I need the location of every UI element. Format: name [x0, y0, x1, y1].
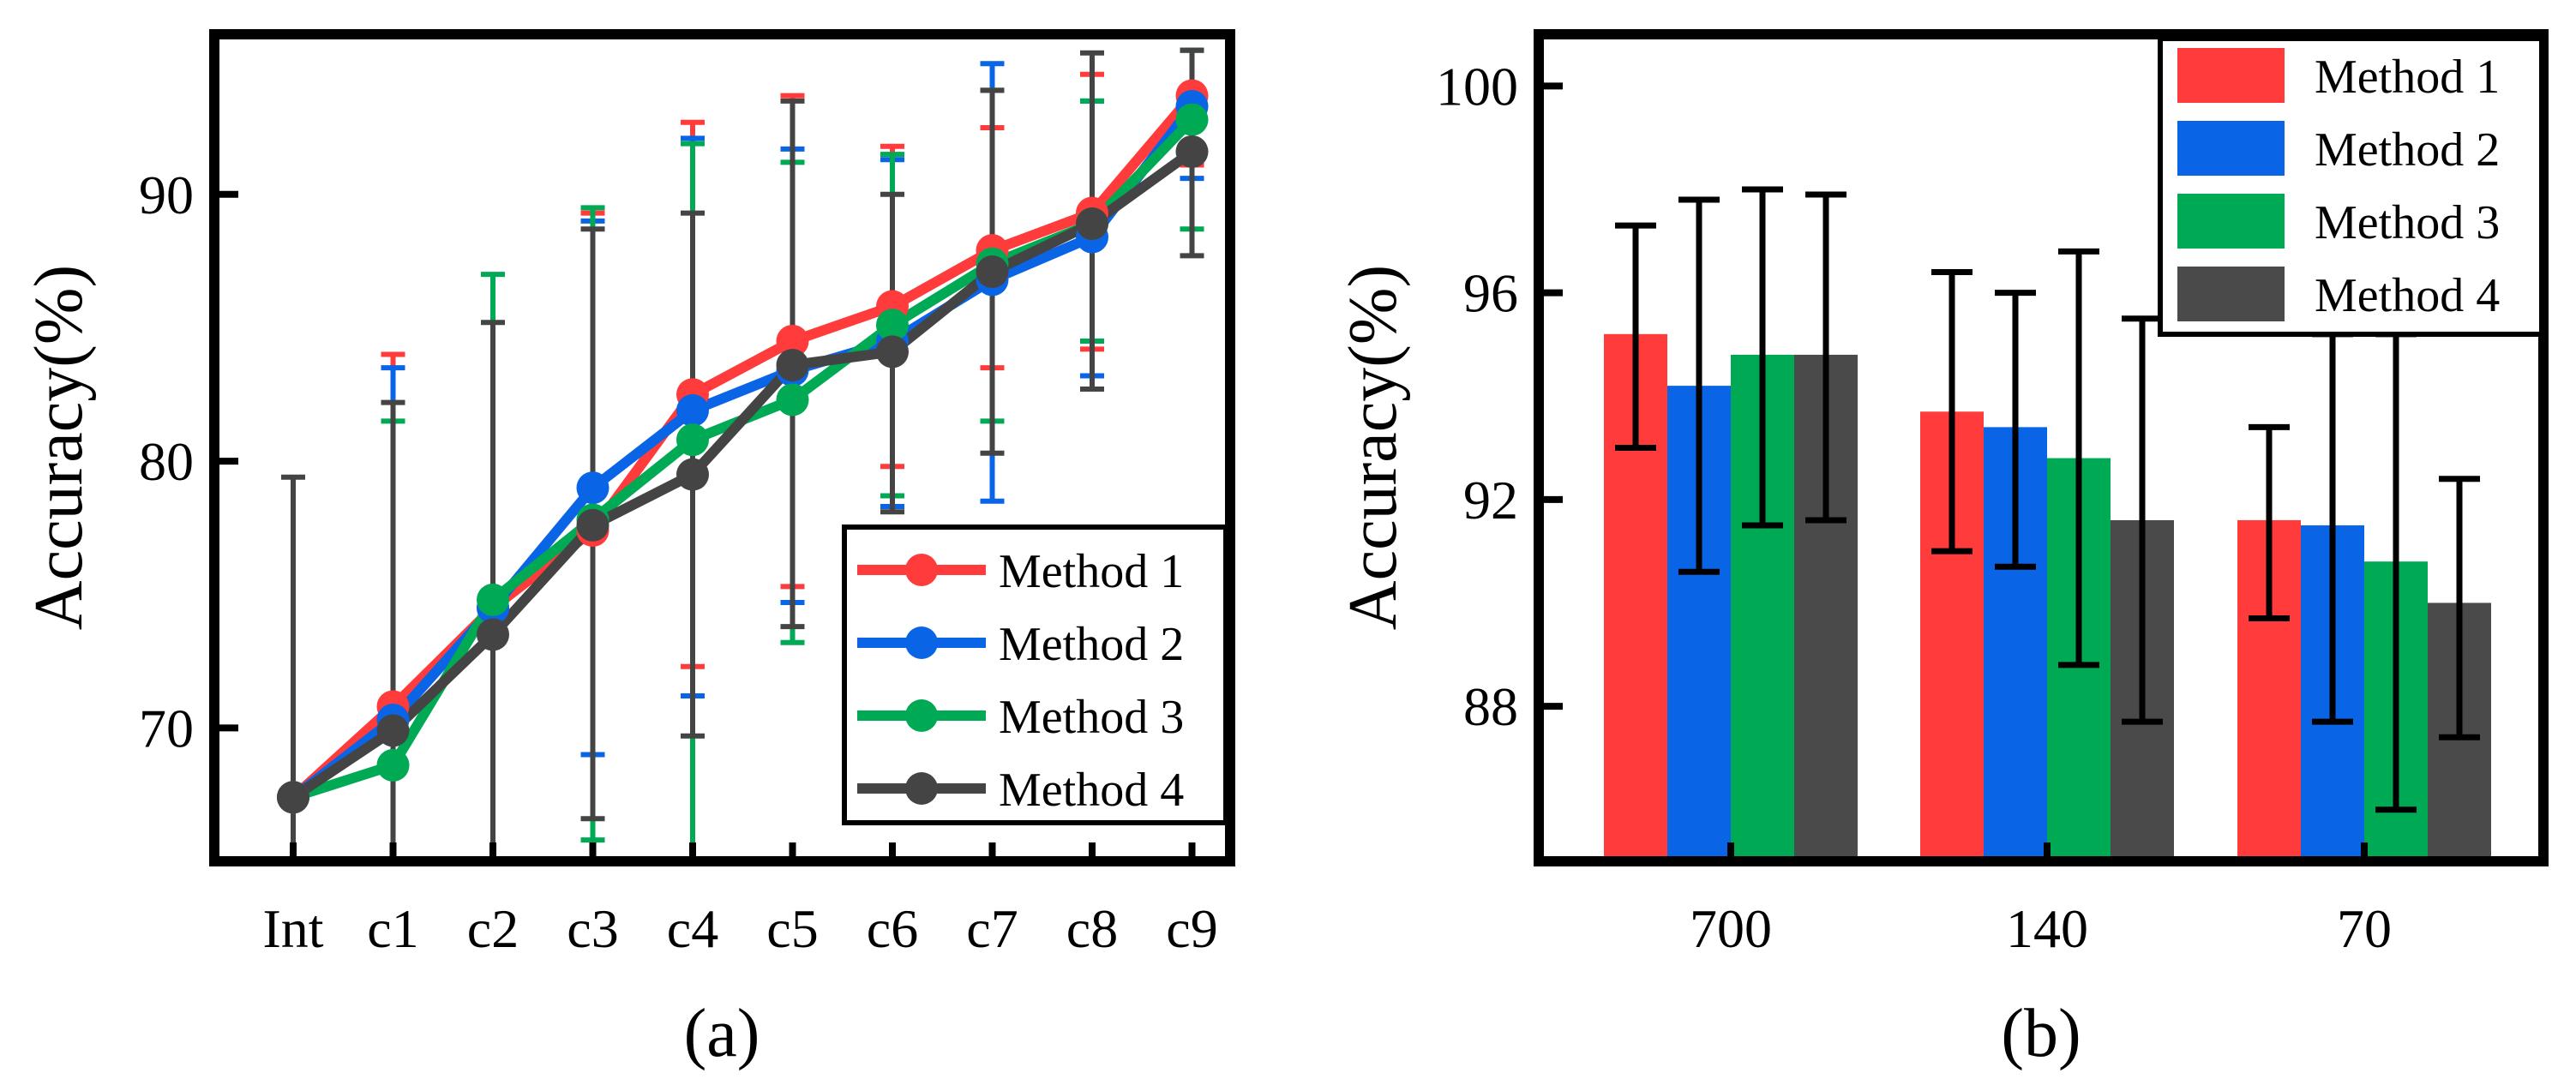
panel-b-y-ticks: 88 92 96 100 — [1436, 56, 1563, 737]
panel-a-data-point — [576, 508, 609, 542]
panel-a-legend-label: Method 4 — [999, 764, 1184, 817]
panel-a-data-point — [376, 748, 410, 782]
panel-b-legend-label: Method 2 — [2315, 123, 2500, 177]
panel-a-x-tick-label: c2 — [467, 898, 519, 959]
panel-a-x-tick-label: c6 — [867, 898, 918, 959]
panel-a-data-point — [776, 383, 809, 417]
panel-a-legend-marker — [905, 626, 938, 659]
panel-a-y-tick-label: 80 — [139, 431, 194, 492]
panel-a-data-point — [976, 255, 1009, 289]
panel-a-data-point — [876, 309, 909, 342]
panel-a-x-tick-label: c8 — [1066, 898, 1118, 959]
panel-a-series-line — [290, 147, 1196, 802]
panel-a-data-point — [676, 393, 709, 427]
panel-a-data-point — [876, 335, 909, 369]
panel-a-data-point — [277, 781, 309, 814]
panel-b-y-axis-title: Accuracy(%) — [1336, 265, 1411, 630]
panel-b-bar-chart: 88 92 96 100 700 140 70 Accuracy(%) (b) Metho… — [1336, 29, 2549, 1071]
panel-b-legend-swatch — [2177, 121, 2285, 176]
panel-b-label: (b) — [2001, 996, 2081, 1071]
panel-a-data-point — [1175, 135, 1209, 168]
panel-a-axes-frame — [209, 29, 1235, 866]
panel-a-x-ticks: Int c1 c2 c3 c4 c5 c6 c7 c8 c9 — [262, 842, 1218, 959]
panel-a-data-points — [277, 79, 1209, 814]
panel-a-legend-marker — [905, 772, 938, 805]
panel-a-data-point — [776, 349, 809, 381]
panel-b-x-tick-label: 140 — [2006, 898, 2088, 959]
panel-a-data-point — [477, 583, 509, 616]
panel-a-legend-label: Method 3 — [999, 691, 1184, 744]
panel-a-data-point — [676, 458, 709, 491]
panel-b-legend: Method 1 Method 2 Method 3 Method 4 — [2158, 36, 2544, 337]
panel-a-data-point — [1076, 207, 1108, 241]
panel-a-series-line — [290, 103, 1197, 802]
panel-b-y-tick-label: 92 — [1463, 470, 1518, 531]
panel-a-y-ticks: 70 80 90 — [139, 165, 238, 758]
panel-b-legend-label: Method 1 — [2315, 51, 2500, 104]
panel-b-y-tick-label: 100 — [1436, 56, 1518, 117]
panel-a-legend-marker — [905, 699, 938, 732]
panel-a-data-point — [676, 423, 709, 457]
panel-a-y-axis-title: Accuracy(%) — [21, 265, 97, 630]
panel-a-legend-marker — [905, 554, 938, 586]
panel-a-data-point — [776, 324, 809, 357]
panel-a-x-tick-label: c4 — [667, 898, 718, 959]
panel-a-legend-label: Method 1 — [999, 545, 1184, 598]
panel-b-legend-label: Method 4 — [2315, 269, 2500, 322]
panel-b-y-tick-label: 96 — [1463, 263, 1518, 324]
panel-a-data-point — [376, 714, 410, 747]
panel-a-y-tick-label: 90 — [139, 165, 194, 225]
panel-b-error-bars — [1615, 186, 2480, 813]
panel-b-legend-swatch — [2177, 267, 2285, 321]
panel-a-x-tick-label: c9 — [1166, 898, 1217, 959]
panel-a-x-tick-label: c3 — [567, 898, 618, 959]
panel-a-legend-label: Method 2 — [999, 618, 1184, 671]
panel-a-data-point — [1175, 103, 1209, 136]
panel-a-line-chart: 70 80 90 Int c1 c2 c3 c4 c5 c6 c7 c8 c9 Accuracy(%)… — [21, 29, 1235, 1071]
panel-a-x-tick-label: c5 — [766, 898, 818, 959]
panel-a-x-tick-label: c1 — [367, 898, 418, 959]
panel-b-x-ticks: 700 140 70 — [1690, 842, 2392, 959]
panel-b-bars — [1604, 333, 2491, 861]
panel-a-x-tick-label: c7 — [966, 898, 1018, 959]
panel-a-series-lines — [289, 92, 1197, 803]
panel-a-data-point — [576, 471, 609, 505]
panel-b-legend-swatch — [2177, 48, 2285, 103]
panel-b-legend-label: Method 3 — [2315, 196, 2500, 249]
panel-a-data-point — [477, 618, 509, 651]
panel-b-axes-frame — [1534, 29, 2549, 866]
panel-a-y-tick-label: 70 — [139, 698, 194, 758]
panel-b-x-tick-label: 70 — [2337, 898, 2392, 959]
panel-a-x-tick-label: Int — [262, 898, 323, 959]
panel-b-x-tick-label: 700 — [1690, 898, 1772, 959]
panel-a-legend: Method 1 Method 2 Method 3 Method 4 — [842, 525, 1228, 825]
panel-b-y-tick-label: 88 — [1463, 676, 1518, 737]
panel-b-legend-swatch — [2177, 194, 2285, 249]
panel-a-label: (a) — [684, 996, 760, 1071]
